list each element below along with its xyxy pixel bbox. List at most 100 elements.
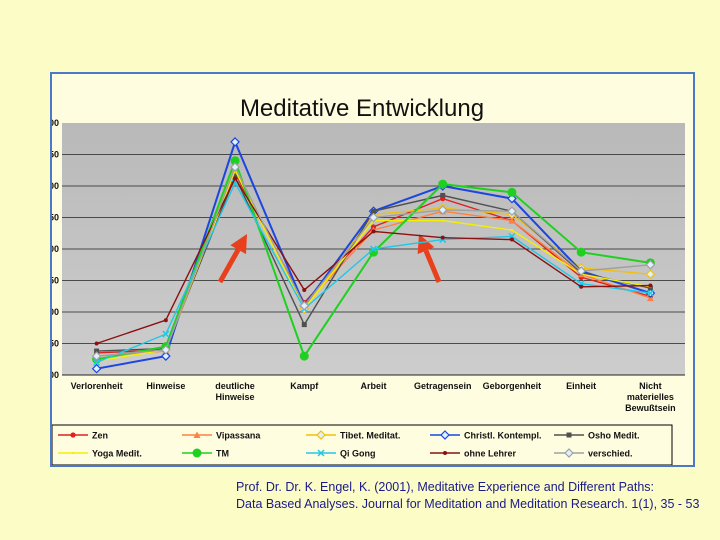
data-point [317,449,325,457]
data-point [507,193,517,204]
data-point [316,430,326,440]
x-tick-label: Getragensein [414,381,472,391]
data-point [507,206,517,217]
data-point [72,452,74,454]
y-tick-label: 2,50 [52,213,59,223]
data-point [440,235,445,240]
annotation-arrow [217,234,247,284]
data-point [193,431,201,438]
data-point [509,237,514,242]
data-point [192,448,202,458]
x-tick-label: Arbeit [360,381,386,391]
x-tick-label: Nicht [639,381,662,391]
data-point [160,351,171,361]
data-point [646,289,654,297]
data-point [371,229,376,234]
data-point [510,229,513,232]
y-tick-label: 3,00 [52,181,59,191]
y-tick-label: 0,00 [52,370,59,380]
data-point [371,208,376,214]
x-tick-label: Kampf [290,381,319,391]
x-tick-label: Bewußtsein [625,403,676,413]
data-point [645,269,656,280]
x-tick-label: Geborgenheit [483,381,542,391]
citation-line-1: Prof. Dr. Dr. K. Engel, K. (2001), Medit… [236,480,655,494]
data-point [566,432,572,438]
x-tick-label: Hinweise [216,392,255,402]
legend-label: Tibet. Meditat. [340,431,400,441]
data-point [93,358,101,366]
data-point [508,232,516,240]
y-tick-label: 2,00 [52,244,59,254]
data-point [440,192,446,198]
data-point [368,212,379,223]
legend-item: Osho Medit. [554,431,640,441]
data-point [437,205,448,215]
data-point [564,448,574,458]
data-point [576,247,586,257]
legend-item: Qi Gong [306,449,376,459]
y-tick-label: 0,50 [52,339,59,349]
data-point [162,330,170,338]
series-verschied [91,162,656,361]
legend-item: TM [182,448,229,459]
arrow-head [230,234,247,255]
data-point [230,137,240,147]
data-point [647,285,653,291]
x-tick-label: materielles [627,392,674,402]
data-point [648,283,653,288]
annotation-arrow [417,234,442,283]
data-point [576,266,587,276]
data-point [507,187,517,197]
legend-label: Yoga Medit. [92,449,142,459]
x-tick-label: Einheit [566,381,596,391]
data-point [441,219,444,222]
legend-label: Qi Gong [340,449,376,459]
data-point [230,162,240,172]
line-chart: Meditative Entwicklung 0,00 0,50 1,00 1,50 2… [52,95,685,465]
x-tick-label: deutliche [215,381,255,391]
data-point [230,156,240,166]
data-point [94,341,99,346]
chart-frame: Meditative Entwicklung 0,00 0,50 1,00 1,50 2… [50,72,695,467]
data-point [94,348,100,354]
legend-item: Tibet. Meditat. [306,430,400,441]
arrow-shaft [217,248,241,284]
x-tick-label: Verlorenheit [71,381,123,391]
legend-label: Christl. Kontempl. [464,431,542,441]
legend-label: Osho Medit. [588,431,640,441]
data-point [299,300,310,311]
legend-item: ohne Lehrer [430,449,517,459]
legend-label: verschied. [588,449,633,459]
citation-line-2: Data Based Analyses. Journal for Meditat… [236,497,700,511]
data-point [369,245,378,253]
y-tick-label: 1,00 [52,307,59,317]
data-point [160,344,171,355]
data-point [91,363,102,374]
legend-item: Yoga Medit. [58,449,142,459]
legend-label: TM [216,449,229,459]
legend-item: Zen [58,431,108,441]
citation: Prof. Dr. Dr. K. Engel, K. (2001), Medit… [236,479,706,513]
legend-label: Zen [92,431,108,441]
data-point [440,430,450,440]
data-point [301,322,307,328]
data-point [299,351,309,361]
legend-item: Vipassana [182,431,261,441]
y-tick-label: 3,50 [52,150,59,160]
arrow-shaft [423,249,442,283]
legend-item: Christl. Kontempl. [430,430,542,441]
y-tick-label: 1,50 [52,276,59,286]
legend-box [52,424,673,465]
y-tick-label: 4,00 [52,118,59,128]
data-point [645,259,656,270]
series-ohne-lehrer [94,176,653,346]
data-point [233,176,238,181]
legend-label: Vipassana [216,431,261,441]
data-point [302,287,307,292]
legend-label: ohne Lehrer [464,449,517,459]
data-point [443,451,447,455]
data-point [508,217,516,224]
legend-item: verschied. [554,448,633,459]
x-tick-label: Hinweise [146,381,185,391]
